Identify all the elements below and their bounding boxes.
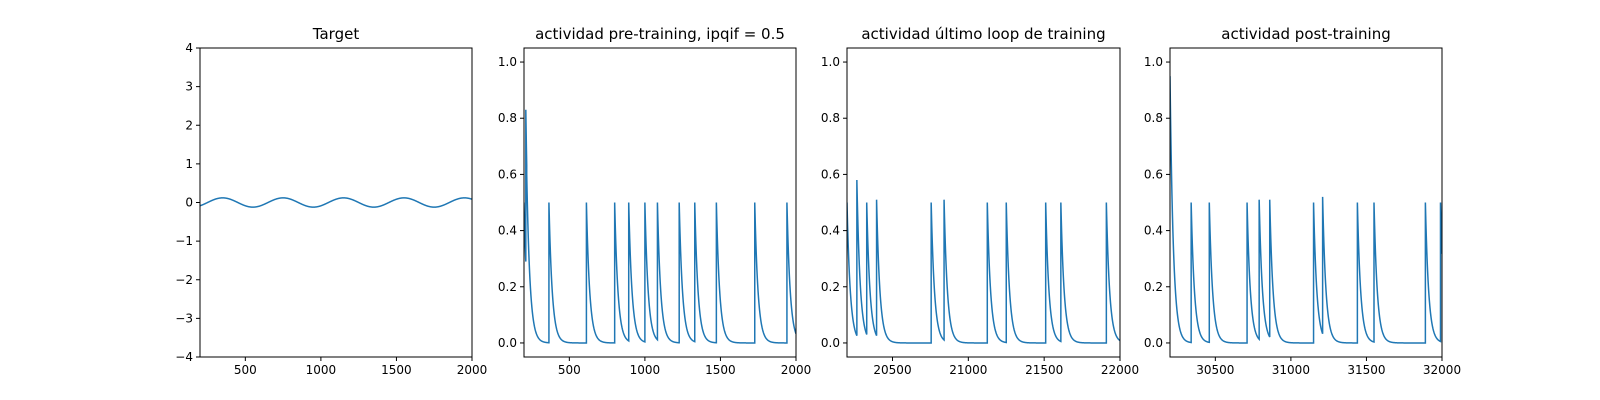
y-tick-label: 0 <box>185 196 193 210</box>
y-tick-label: 0.0 <box>498 336 517 350</box>
y-tick-label: 0.6 <box>1144 167 1163 181</box>
panel-1: Target 500 1000 1500 2000 −4 −3 −2 −1 0 1 2 3 4 <box>175 25 487 377</box>
series-line <box>200 197 472 208</box>
y-tick-label: 0.4 <box>821 224 840 238</box>
y-tick-label: −4 <box>175 350 193 364</box>
y-tick-label: 2 <box>185 118 193 132</box>
axes-frame <box>1169 47 1443 358</box>
panel-title: actividad post-training <box>1221 25 1390 43</box>
y-tick-label: 0.8 <box>821 111 840 125</box>
x-tick-label: 500 <box>234 363 257 377</box>
x-tick-label: 1000 <box>630 363 661 377</box>
x-tick-label: 21000 <box>949 363 987 377</box>
series-line <box>1170 76 1442 344</box>
x-tick-label: 31500 <box>1347 363 1385 377</box>
x-tick-label: 500 <box>558 363 581 377</box>
panel-title: Target <box>312 25 360 43</box>
panel-3: actividad último loop de training 20500 21… <box>821 25 1139 377</box>
y-tick-label: 0.0 <box>1144 336 1163 350</box>
x-tick-label: 1000 <box>306 363 337 377</box>
x-tick-label: 20500 <box>873 363 911 377</box>
axes-frame <box>846 47 1121 358</box>
series-line <box>847 180 1120 344</box>
x-tick-label: 21500 <box>1025 363 1063 377</box>
x-tick-label: 31000 <box>1272 363 1310 377</box>
x-tick-label: 1500 <box>381 363 412 377</box>
y-tick-label: 4 <box>185 41 193 55</box>
panel-4: actividad post-training 30500 31000 31500 32… <box>1144 25 1461 377</box>
y-tick-label: 1.0 <box>821 55 840 69</box>
y-tick-label: 1.0 <box>1144 55 1163 69</box>
y-tick-label: 0.2 <box>498 280 517 294</box>
y-tick-label: −3 <box>175 311 193 325</box>
x-tick-label: 2000 <box>457 363 488 377</box>
y-tick-label: 3 <box>185 80 193 94</box>
y-tick-label: 1.0 <box>498 55 517 69</box>
x-tick-label: 30500 <box>1196 363 1234 377</box>
y-tick-label: 1 <box>185 157 193 171</box>
x-tick-label: 2000 <box>781 363 812 377</box>
x-tick-label: 1500 <box>705 363 736 377</box>
y-tick-label: 0.8 <box>498 111 517 125</box>
panel-2: actividad pre-training, ipqif = 0.5 500 10… <box>498 25 811 377</box>
y-tick-label: 0.4 <box>498 224 517 238</box>
panel-title: actividad pre-training, ipqif = 0.5 <box>535 25 785 43</box>
x-tick-label: 32000 <box>1423 363 1461 377</box>
series-line <box>524 109 796 344</box>
x-tick-label: 22000 <box>1101 363 1139 377</box>
y-tick-label: 0.2 <box>821 280 840 294</box>
y-tick-label: −1 <box>175 234 193 248</box>
y-tick-label: 0.8 <box>1144 111 1163 125</box>
y-tick-label: 0.6 <box>821 167 840 181</box>
panel-title: actividad último loop de training <box>861 25 1105 43</box>
y-tick-label: 0.4 <box>1144 224 1163 238</box>
axes-frame <box>199 47 473 358</box>
y-tick-label: 0.2 <box>1144 280 1163 294</box>
y-tick-label: 0.0 <box>821 336 840 350</box>
y-tick-label: 0.6 <box>498 167 517 181</box>
axes-frame <box>523 47 797 358</box>
y-tick-label: −2 <box>175 273 193 287</box>
